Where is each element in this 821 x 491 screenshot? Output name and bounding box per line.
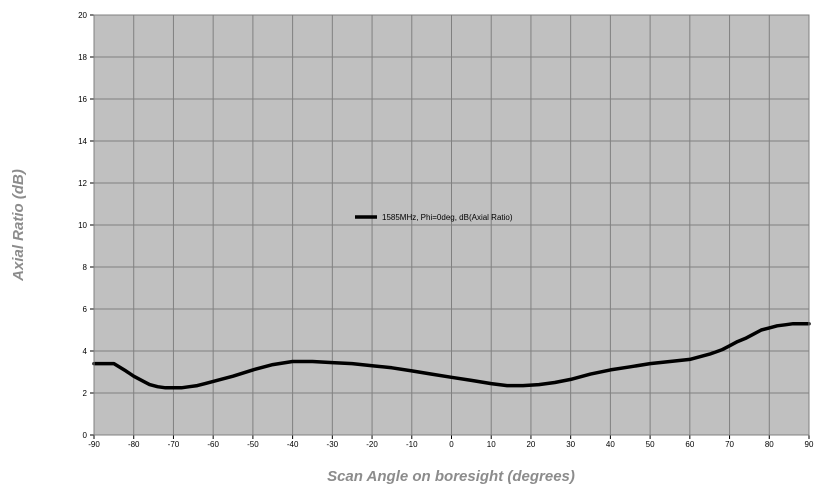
x-tick-label: -20 — [366, 440, 378, 449]
y-tick-label: 12 — [78, 179, 87, 188]
x-tick-label: -70 — [168, 440, 180, 449]
x-tick-label: -30 — [327, 440, 339, 449]
y-tick-label: 2 — [83, 389, 88, 398]
y-tick-label: 6 — [83, 305, 88, 314]
x-tick-label: 0 — [449, 440, 454, 449]
series-line — [92, 321, 811, 390]
x-axis-title: Scan Angle on boresight (degrees) — [327, 468, 575, 485]
y-tick-label: 18 — [78, 53, 87, 62]
x-tick-label: -80 — [128, 440, 140, 449]
x-tick-label: -90 — [88, 440, 100, 449]
x-tick-label: 20 — [526, 440, 535, 449]
y-tick-label: 4 — [83, 347, 88, 356]
y-axis-title: Axial Ratio (dB) — [10, 169, 27, 282]
x-tick-label: 80 — [765, 440, 774, 449]
x-tick-label: 60 — [685, 440, 694, 449]
x-tick-label: -60 — [207, 440, 219, 449]
x-tick-label: 10 — [487, 440, 496, 449]
x-tick-label: -40 — [287, 440, 299, 449]
legend-label: 1585MHz, Phi=0deg, dB(Axial Ratio) — [382, 213, 513, 222]
tick-labels: -90 -80 -70 -60 -50 -40 -30 -20 -10 0 10 20 30 40 50 60… — [78, 11, 814, 449]
y-tick-label: 0 — [83, 431, 88, 440]
y-tick-label: 10 — [78, 221, 87, 230]
y-tick-label: 20 — [78, 11, 87, 20]
legend: 1585MHz, Phi=0deg, dB(Axial Ratio) — [355, 213, 513, 222]
x-tick-label: -50 — [247, 440, 259, 449]
plot-border — [93, 14, 810, 436]
x-tick-label: 90 — [805, 440, 814, 449]
x-tick-label: 70 — [725, 440, 734, 449]
y-tick-label: 14 — [78, 137, 87, 146]
x-tick-label: 40 — [606, 440, 615, 449]
x-tick-label: 50 — [646, 440, 655, 449]
x-tick-label: 30 — [566, 440, 575, 449]
x-tick-label: -10 — [406, 440, 418, 449]
y-tick-label: 8 — [83, 263, 88, 272]
y-tick-label: 16 — [78, 95, 87, 104]
